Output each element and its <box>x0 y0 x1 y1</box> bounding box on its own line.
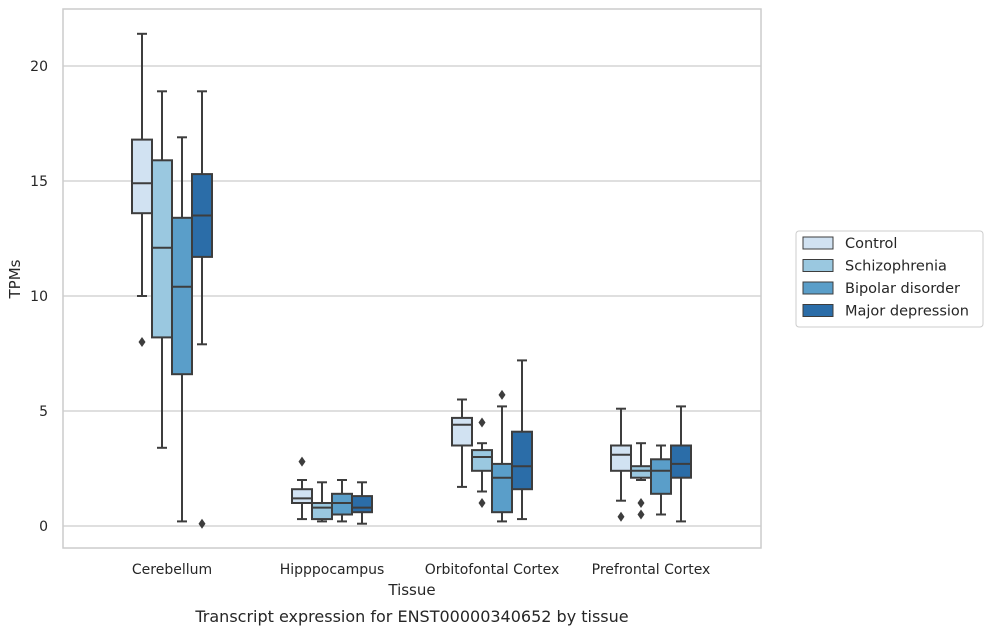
chart-caption: Transcript expression for ENST0000034065… <box>194 607 628 626</box>
box-plot <box>291 456 313 521</box>
outlier-point <box>637 498 645 508</box>
y-axis-label: TPMs <box>6 259 24 299</box>
y-tick-label: 5 <box>39 404 48 420</box>
y-tick-label: 0 <box>39 519 48 535</box>
box <box>630 465 652 479</box>
box <box>670 444 692 479</box>
series-control <box>131 32 632 522</box>
y-tick-label: 15 <box>30 174 48 190</box>
x-tick-label: Cerebellum <box>132 562 212 578</box>
box-plot <box>670 405 692 523</box>
outlier-point <box>198 518 206 529</box>
y-tick-label: 20 <box>30 59 48 75</box>
legend-swatch <box>802 259 834 272</box>
x-tick-label: Prefrontal Cortex <box>592 562 711 578</box>
box-plot <box>630 442 652 520</box>
series-major-depression <box>191 90 692 529</box>
box-plot <box>311 481 333 523</box>
box <box>610 444 632 472</box>
box-plot <box>131 32 153 347</box>
outlier-point <box>617 511 625 522</box>
legend-frame <box>795 230 984 328</box>
box-plot <box>610 407 632 522</box>
legend-label: Control <box>845 236 897 252</box>
box <box>471 449 493 472</box>
box-plot-series <box>131 32 692 529</box>
box <box>311 502 333 521</box>
outlier-point <box>478 417 486 428</box>
legend-item: Schizophrenia <box>802 259 947 275</box>
box <box>151 159 173 339</box>
legend-label: Major depression <box>845 304 969 320</box>
legend: Control Schizophrenia Bipolar disorder Majo… <box>795 230 984 328</box>
box <box>650 458 672 495</box>
x-tick-label: Orbitofontal Cortex <box>425 562 560 578</box>
box <box>511 430 533 491</box>
outlier-point <box>138 337 146 347</box>
box-plot <box>491 389 513 523</box>
outlier-point <box>478 498 486 508</box>
box-plot <box>171 136 193 523</box>
box <box>131 138 153 215</box>
y-tick-label: 10 <box>30 289 48 305</box>
legend-label: Schizophrenia <box>845 259 947 275</box>
box <box>351 495 373 514</box>
box-plot <box>191 90 213 529</box>
box-plot <box>351 481 373 525</box>
x-tick-label: Hipppocampus <box>280 562 385 578</box>
box-plot <box>650 444 672 516</box>
plot-area-frame <box>62 8 762 549</box>
legend-swatch <box>802 236 834 250</box>
box-plot <box>151 90 173 449</box>
legend-item: Control <box>802 236 897 252</box>
box <box>291 488 313 505</box>
x-axis-ticks: Cerebellum Hipppocampus Orbitofontal Corte… <box>132 562 710 578</box>
x-axis-label: Tissue <box>387 581 435 599</box>
legend-swatch <box>802 304 834 317</box>
box <box>171 216 193 376</box>
box-plot <box>471 417 493 508</box>
outlier-point <box>637 509 645 520</box>
box <box>491 462 513 514</box>
legend-swatch <box>802 281 834 295</box>
box-plot <box>451 398 473 488</box>
box <box>451 416 473 447</box>
series-bipolar-disorder <box>171 136 672 523</box>
outlier-point <box>498 389 506 400</box>
y-axis-ticks: 0 5 10 15 20 <box>30 59 48 535</box>
legend-item: Major depression <box>802 304 969 320</box>
box-plot <box>331 479 353 523</box>
box-plot <box>511 359 533 521</box>
outlier-point <box>298 456 306 467</box>
legend-label: Bipolar disorder <box>845 281 960 297</box>
legend-item: Bipolar disorder <box>802 281 960 297</box>
box <box>331 492 353 516</box>
series-schizophrenia <box>151 90 652 523</box>
